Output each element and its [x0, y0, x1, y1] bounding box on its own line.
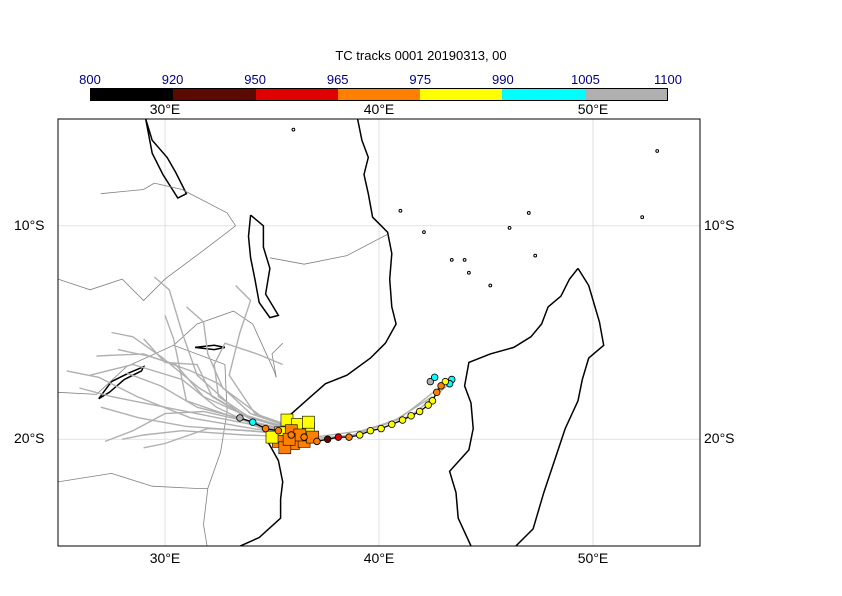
track-point-marker	[345, 433, 353, 441]
lon-label-top: 40°E	[363, 101, 395, 117]
pressure-colorbar	[90, 88, 668, 101]
ensemble-track	[79, 387, 311, 436]
coastline	[238, 119, 397, 546]
track-point-marker	[356, 431, 364, 439]
ensemble-track	[111, 331, 307, 434]
main-track	[236, 373, 456, 455]
track-point-marker	[323, 435, 332, 443]
lat-label-right: 10°S	[704, 216, 735, 233]
country-border	[173, 310, 277, 378]
ensemble-track	[96, 353, 313, 436]
island	[462, 258, 467, 262]
track-point-marker	[426, 377, 435, 386]
track-point-marker	[261, 424, 270, 433]
track-point-marker	[415, 407, 424, 416]
track-point-marker	[430, 373, 439, 382]
colorbar-segment	[91, 89, 174, 100]
colorbar-segment	[502, 89, 585, 100]
lon-label-top: 30°E	[149, 101, 181, 117]
island	[398, 208, 403, 213]
track-point-marker	[274, 427, 283, 435]
track-point-marker	[433, 388, 441, 396]
colorbar-label: 1005	[570, 72, 600, 87]
lon-label-bottom: 30°E	[149, 550, 181, 566]
colorbar-segment	[420, 89, 503, 100]
track-point-marker	[424, 401, 432, 409]
lat-label-right: 20°S	[704, 430, 735, 447]
landfall-square-marker	[302, 415, 315, 429]
track-point-marker	[300, 433, 308, 441]
lon-label-top: 50°E	[577, 101, 609, 117]
island	[655, 149, 660, 153]
track-point-marker	[287, 431, 295, 439]
lat-label-left: 20°S	[14, 430, 45, 447]
map-title: TC tracks 0001 20190313, 00	[335, 48, 507, 63]
country-border	[271, 342, 283, 378]
colorbar-label: 990	[491, 72, 514, 87]
track-point-marker	[437, 382, 445, 390]
country-border	[58, 344, 228, 489]
ensemble-track	[228, 285, 305, 432]
island	[291, 127, 296, 132]
country-border	[100, 182, 155, 195]
track-point-marker	[441, 377, 450, 386]
country-border	[203, 488, 209, 546]
coastlines	[98, 109, 712, 546]
island	[422, 230, 426, 235]
map-frame	[57, 118, 701, 547]
country-border	[58, 472, 208, 489]
lat-label-left: 10°S	[14, 216, 45, 233]
colorbar-label: 950	[244, 72, 266, 87]
coastline	[144, 119, 188, 199]
colorbar-label: 965	[326, 72, 349, 87]
island	[466, 270, 471, 275]
coastline	[247, 214, 280, 319]
island	[449, 258, 454, 262]
country-border	[269, 233, 388, 265]
track-point-marker	[377, 424, 385, 433]
island	[709, 109, 712, 112]
island	[488, 283, 493, 288]
lon-label-bottom: 50°E	[577, 550, 609, 566]
graticule	[58, 119, 700, 546]
track-point-marker	[407, 412, 415, 420]
country-border	[154, 182, 236, 227]
coastline	[448, 267, 605, 546]
track-point-marker	[249, 418, 257, 426]
track-point-marker	[366, 427, 375, 435]
colorbar-label: 800	[79, 72, 101, 87]
landfall-square-marker	[265, 430, 279, 444]
colorbar-label: 1100	[654, 72, 682, 87]
ensemble-track	[153, 276, 307, 434]
lon-label-bottom: 40°E	[363, 550, 395, 566]
island	[507, 225, 512, 230]
track-point-marker	[398, 416, 407, 424]
track-point-marker	[334, 433, 343, 441]
island	[533, 253, 538, 258]
country-border	[58, 225, 236, 302]
coastline	[194, 344, 226, 351]
track-point-marker	[236, 414, 244, 422]
coastline	[98, 365, 146, 400]
colorbar-segment	[255, 89, 338, 100]
island	[526, 211, 531, 215]
island	[640, 215, 645, 220]
country-borders	[58, 182, 388, 546]
colorbar-segment	[173, 89, 256, 100]
track-point-marker	[388, 420, 396, 429]
colorbar-label: 975	[409, 72, 432, 87]
track-point-marker	[313, 437, 321, 446]
colorbar-segment	[337, 89, 421, 100]
landfall-square-marker	[280, 413, 294, 427]
colorbar-segment	[584, 89, 667, 100]
track-point-marker	[428, 397, 437, 405]
colorbar-label: 920	[161, 72, 184, 87]
